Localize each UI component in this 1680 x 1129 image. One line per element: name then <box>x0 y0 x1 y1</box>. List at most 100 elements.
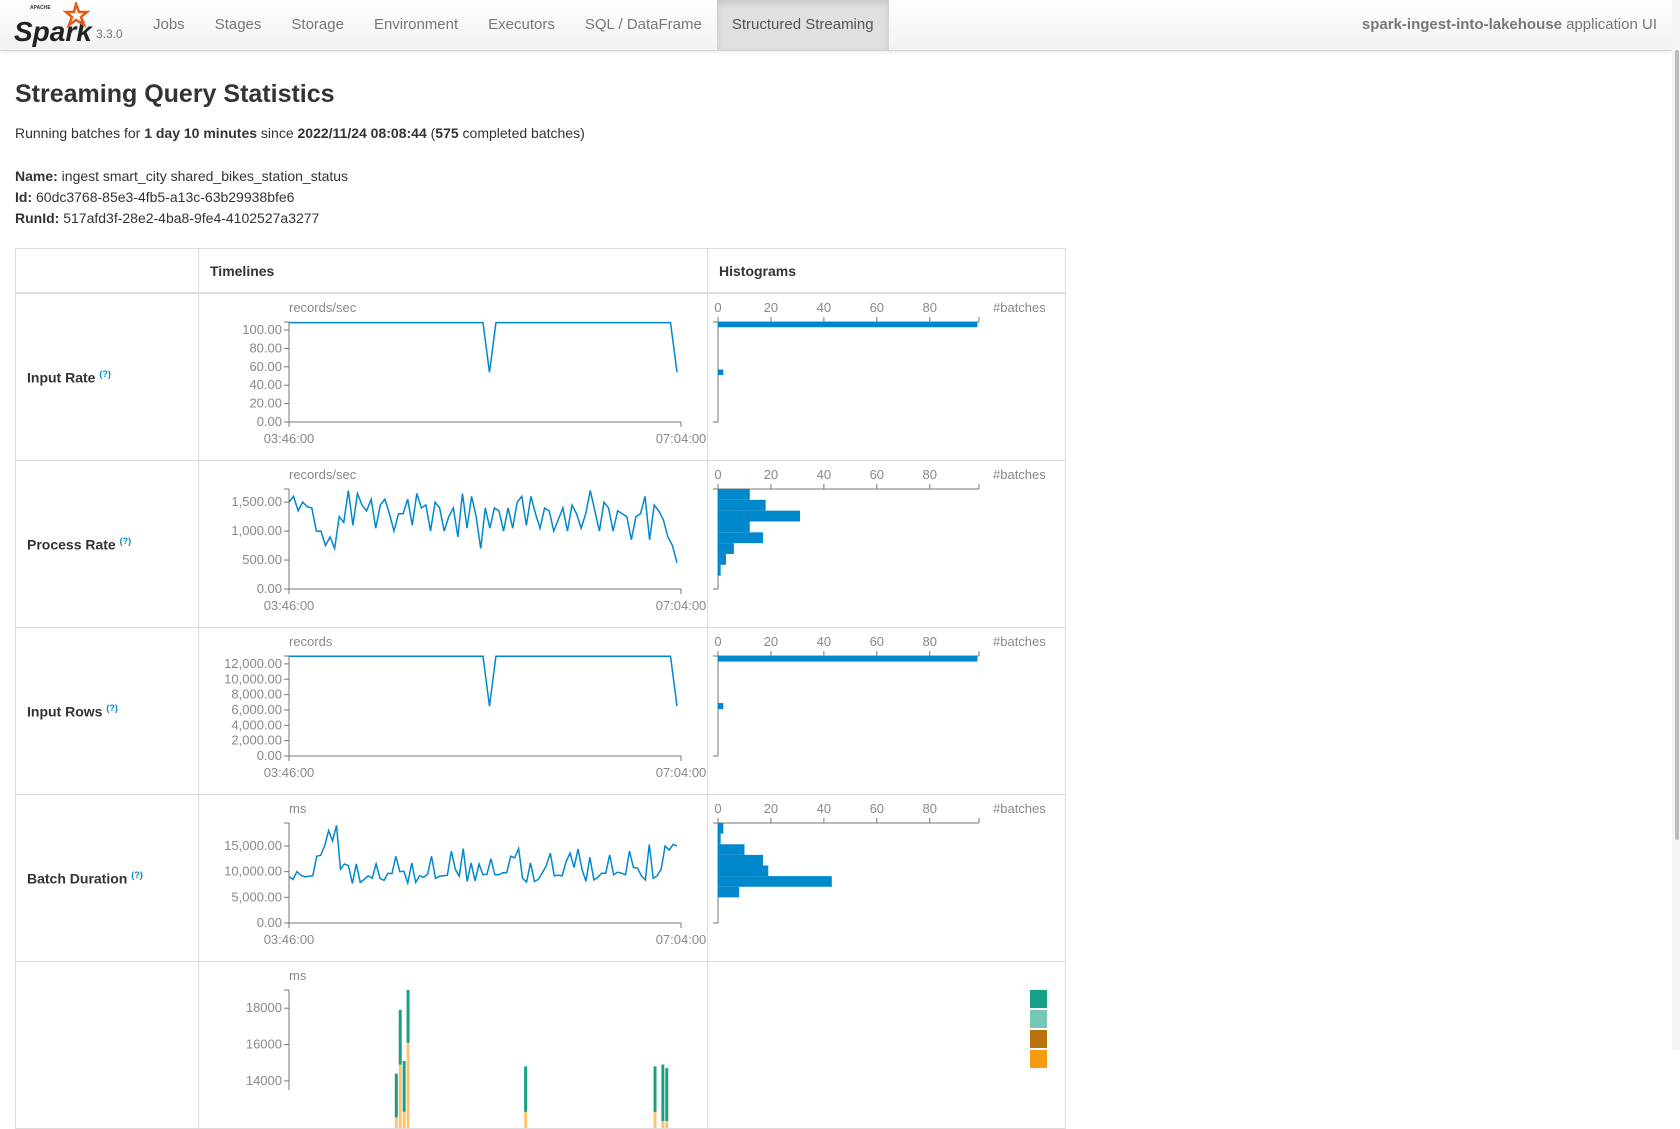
metric-row: Process Rate (?) records/sec 0.00 500.00 1,0… <box>15 460 1066 628</box>
header-metric <box>15 248 199 294</box>
metric-label-cell: Input Rows (?) <box>15 627 199 795</box>
stacked-bar-segment <box>406 990 410 1043</box>
stacked-bar-segment <box>402 1060 406 1112</box>
hist-bar <box>718 833 721 845</box>
nav-tab-environment[interactable]: Environment <box>373 16 459 33</box>
y-tick-label: 100.00 <box>242 322 282 337</box>
hist-x-label: #batches <box>993 801 1046 816</box>
hist-bar <box>718 656 978 662</box>
y-tick-label: 16000 <box>246 1037 282 1052</box>
y-tick-label: 1,000.00 <box>231 523 282 538</box>
metric-label-cell <box>15 961 199 1129</box>
stacked-bar-segment <box>524 1066 528 1112</box>
query-id: 60dc3768-85e3-4fb5-a13c-63b29938bfe6 <box>32 189 295 205</box>
y-unit-label: records/sec <box>289 300 357 315</box>
help-tooltip-icon[interactable]: (?) <box>119 535 132 546</box>
y-unit-label: records/sec <box>289 467 357 482</box>
metric-row: Input Rate (?) records/sec 0.00 20.00 40.00 6… <box>15 292 1066 461</box>
stats-table: Timelines Histograms Input Rate (?) recor… <box>15 248 1066 1129</box>
y-tick-label: 0.00 <box>257 414 282 429</box>
metric-row: Batch Duration (?) ms 0.00 5,000.00 10,000.0… <box>15 794 1066 962</box>
timeline-line <box>288 490 678 564</box>
hist-bar <box>718 521 750 533</box>
timeline-cell: records 0.00 2,000.00 4,000.00 6,000.00 8,000… <box>198 627 708 795</box>
app-name-bold: spark-ingest-into-lakehouse <box>1361 16 1562 33</box>
stacked-bar-segment <box>398 1010 402 1065</box>
hist-x-tick-label: 40 <box>817 634 831 649</box>
hist-bar <box>718 553 726 565</box>
hist-bar <box>718 543 734 554</box>
help-tooltip-icon[interactable]: (?) <box>99 368 111 379</box>
hist-bar <box>718 510 801 522</box>
hist-bar <box>718 823 724 834</box>
stacked-bar-segment <box>665 1068 669 1121</box>
histogram-chart: 0 20 40 60 80 #batches <box>713 801 1046 924</box>
page-title: Streaming Query Statistics <box>15 80 335 108</box>
y-tick-label: 15,000.00 <box>224 838 282 853</box>
nav-tab-structured-streaming[interactable]: Structured Streaming <box>716 0 889 50</box>
timeline-cell: records/sec 0.00 20.00 40.00 60.00 80.00 100.0… <box>198 292 708 461</box>
metric-row: Input Rows (?) records 0.00 2,000.00 4,000.0… <box>15 627 1066 795</box>
query-runid: 517afd3f-28e2-4ba8-9fe4-4102527a3277 <box>59 210 320 226</box>
hist-bar <box>718 886 740 898</box>
query-info: Name: ingest smart_city shared_bikes_sta… <box>15 166 348 229</box>
hist-bar <box>718 532 763 544</box>
y-tick-label: 500.00 <box>242 552 282 567</box>
y-unit-label: records <box>289 634 333 649</box>
y-tick-label: 1,500.00 <box>231 494 282 509</box>
histogram-cell: 0 20 40 60 80 #batches <box>707 794 1066 962</box>
top-navbar: APACHE Spark 3.3.0 Jobs Stages Storage Envi… <box>0 0 1672 51</box>
start-time: 2022/11/24 08:08:44 <box>297 125 427 141</box>
histogram-cell: 0 20 40 60 80 #batches <box>707 627 1066 795</box>
scrollbar-thumb[interactable] <box>1675 50 1679 840</box>
y-tick-label: 6,000.00 <box>231 702 282 717</box>
histogram-cell: 0 20 40 60 80 #batches <box>707 460 1066 628</box>
timeline-chart: ms 14000 16000 18000 <box>246 968 669 1128</box>
metric-label-cell: Process Rate (?) <box>15 460 199 628</box>
hist-x-label: #batches <box>993 300 1046 315</box>
nav-tab-storage[interactable]: Storage <box>291 16 344 33</box>
y-unit-label: ms <box>289 968 307 983</box>
timeline-cell: ms 14000 16000 18000 <box>198 961 708 1129</box>
y-tick-label: 5,000.00 <box>231 889 282 904</box>
header-histograms: Histograms <box>707 248 1066 294</box>
y-tick-label: 80.00 <box>249 340 282 355</box>
header-timelines: Timelines <box>198 248 708 294</box>
x-tick-label: 07:04:00 <box>656 598 707 613</box>
hist-x-label: #batches <box>993 467 1046 482</box>
y-tick-label: 18000 <box>246 1000 282 1015</box>
timeline-line <box>288 825 678 886</box>
timeline-cell: records/sec 0.00 500.00 1,000.00 1,500.00 03:… <box>198 460 708 628</box>
spark-logo[interactable]: APACHE Spark <box>14 2 94 48</box>
metric-label-cell: Input Rate (?) <box>15 292 199 461</box>
y-tick-label: 40.00 <box>249 377 282 392</box>
y-tick-label: 12,000.00 <box>224 656 282 671</box>
help-tooltip-icon[interactable]: (?) <box>106 702 118 713</box>
legend-swatch <box>1030 1050 1047 1068</box>
scrollbar[interactable] <box>1672 0 1680 1050</box>
legend-swatch <box>1030 1030 1047 1048</box>
y-tick-label: 0.00 <box>257 915 282 930</box>
summary-text: Running batches for <box>15 125 145 141</box>
y-tick-label: 4,000.00 <box>231 717 282 732</box>
nav-tab-executors[interactable]: Executors <box>488 16 555 33</box>
nav-tab-jobs[interactable]: Jobs <box>153 16 185 33</box>
x-tick-label: 03:46:00 <box>264 765 315 780</box>
y-tick-label: 60.00 <box>249 359 282 374</box>
hist-x-tick-label: 20 <box>764 801 778 816</box>
help-tooltip-icon[interactable]: (?) <box>131 869 143 880</box>
x-tick-label: 03:46:00 <box>264 598 315 613</box>
y-tick-label: 10,000.00 <box>224 864 282 879</box>
metric-label-cell: Batch Duration (?) <box>15 794 199 962</box>
hist-bar <box>718 369 724 376</box>
hist-bar <box>718 703 724 710</box>
query-name: ingest smart_city shared_bikes_station_s… <box>57 168 349 184</box>
hist-bar <box>718 564 721 576</box>
nav-tab-sql-dataframe[interactable]: SQL / DataFrame <box>584 16 702 33</box>
hist-x-tick-label: 60 <box>870 467 884 482</box>
stacked-bar-segment <box>394 1073 398 1118</box>
hist-bar <box>718 489 750 500</box>
hist-x-label: #batches <box>993 634 1046 649</box>
nav-tab-stages[interactable]: Stages <box>214 16 262 33</box>
legend-swatch <box>1030 990 1047 1008</box>
